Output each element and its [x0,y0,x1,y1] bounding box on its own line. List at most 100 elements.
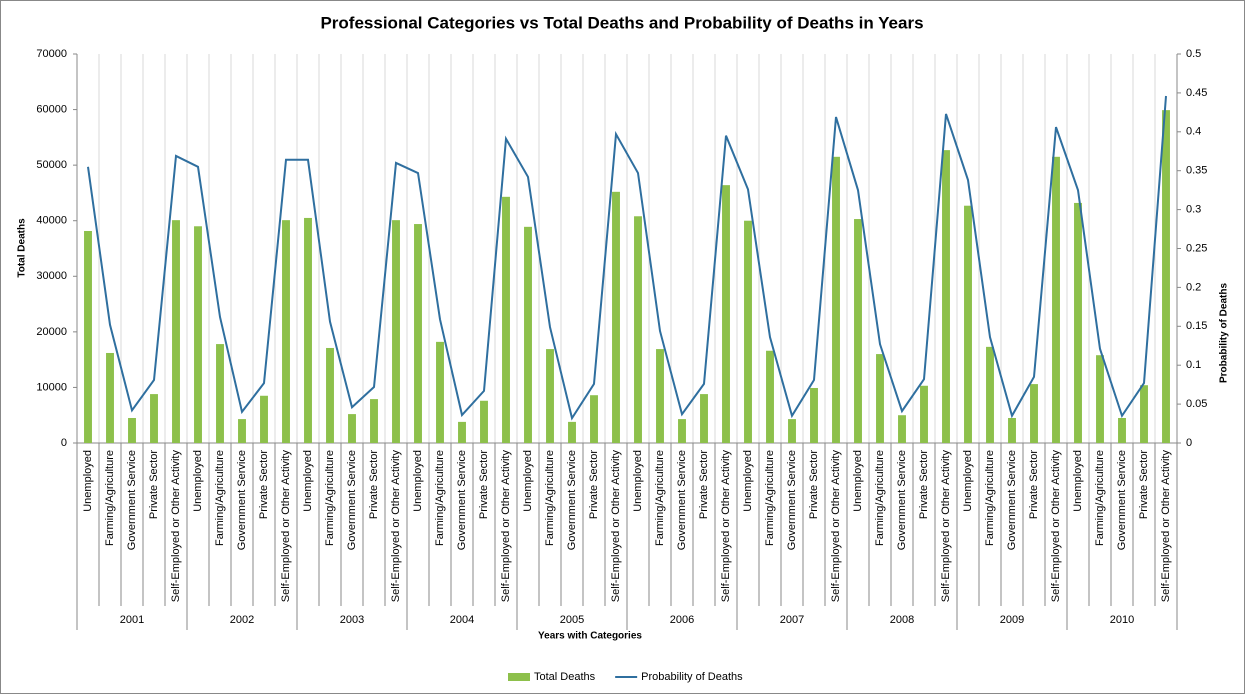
y-tick-label: 50000 [36,159,67,171]
group-label: 2010 [1110,614,1134,626]
x-tick-label: Unemployed [1072,450,1084,512]
x-tick-label: Farming/Agriculture [544,450,556,546]
bar [678,419,686,443]
x-tick-label: Government Service [1116,450,1128,550]
bar [1118,417,1126,443]
x-tick-label: Private Sector [588,450,600,519]
bar [150,394,158,443]
x-tick-label: Government Service [346,450,358,550]
x-tick-label: Government Service [896,450,908,550]
y2-tick-label: 0.5 [1186,48,1201,60]
y2-tick-label: 0.3 [1186,204,1201,216]
x-tick-label: Self-Employed or Other Activity [830,450,842,603]
bar [788,419,796,443]
x-tick-label: Private Sector [808,450,820,519]
group-label: 2004 [450,614,474,626]
y2-tick-label: 0.1 [1186,359,1201,371]
bar [920,385,928,443]
bar [986,346,994,443]
bar [612,191,620,443]
x-tick-label: Farming/Agriculture [654,450,666,546]
group-label: 2003 [340,614,364,626]
y2-tick-label: 0.15 [1186,320,1207,332]
y2-tick-label: 0.45 [1186,87,1207,99]
x-tick-label: Private Sector [148,450,160,519]
x-tick-label: Farming/Agriculture [324,450,336,546]
group-label: 2002 [230,614,254,626]
bar [744,220,752,443]
group-label: 2007 [780,614,804,626]
x-tick-label: Unemployed [302,450,314,512]
x-tick-label: Private Sector [368,450,380,519]
bar [502,196,510,443]
x-tick-label: Government Service [236,450,248,550]
bar [260,395,268,443]
x-tick-label: Self-Employed or Other Activity [500,450,512,603]
bar [1008,417,1016,443]
legend-swatch [508,673,530,681]
x-tick-label: Self-Employed or Other Activity [940,450,952,603]
bar [348,414,356,443]
bar [194,226,202,443]
bar [590,395,598,443]
x-tick-label: Farming/Agriculture [434,450,446,546]
x-tick-label: Unemployed [742,450,754,512]
bar [546,349,554,443]
legend-label: Total Deaths [534,671,596,683]
bar [172,220,180,443]
x-tick-label: Farming/Agriculture [984,450,996,546]
x-tick-label: Government Service [126,450,138,550]
y-tick-label: 60000 [36,103,67,115]
bar [942,150,950,444]
x-axis-title: Years with Categories [538,631,642,642]
bar [810,387,818,443]
y2-axis-title: Probability of Deaths [1219,283,1230,383]
y2-tick-label: 0.2 [1186,281,1201,293]
bar [1096,355,1104,443]
bar [656,349,664,443]
group-label: 2008 [890,614,914,626]
y-tick-label: 0 [61,437,67,449]
bar [282,220,290,443]
x-tick-label: Farming/Agriculture [104,450,116,546]
y-tick-label: 20000 [36,326,67,338]
bar [722,185,730,444]
bar [106,352,114,443]
x-tick-label: Government Service [676,450,688,550]
bar [216,344,224,443]
x-tick-label: Self-Employed or Other Activity [170,450,182,603]
x-tick-label: Private Sector [698,450,710,519]
bar [414,224,422,443]
x-tick-label: Unemployed [632,450,644,512]
x-tick-label: Farming/Agriculture [874,450,886,546]
x-tick-label: Private Sector [918,450,930,519]
bar [1052,156,1060,444]
y-tick-label: 10000 [36,381,67,393]
bar [898,415,906,443]
x-tick-label: Unemployed [852,450,864,512]
chart-title: Professional Categories vs Total Deaths … [320,13,923,32]
group-label: 2005 [560,614,584,626]
group-label: 2006 [670,614,694,626]
bar [84,230,92,443]
x-tick-label: Government Service [456,450,468,550]
bar [238,419,246,443]
bar [876,354,884,443]
bar [1140,385,1148,443]
x-tick-label: Self-Employed or Other Activity [1160,450,1172,603]
y2-tick-label: 0.4 [1186,126,1201,138]
x-tick-label: Government Service [566,450,578,550]
group-label: 2001 [120,614,144,626]
x-tick-label: Unemployed [82,450,94,512]
y2-tick-label: 0.25 [1186,242,1207,254]
y2-tick-label: 0 [1186,437,1192,449]
bar [1074,202,1082,443]
y2-tick-label: 0.35 [1186,165,1207,177]
x-tick-label: Private Sector [258,450,270,519]
x-tick-label: Self-Employed or Other Activity [280,450,292,603]
y-tick-label: 40000 [36,215,67,227]
x-tick-label: Unemployed [962,450,974,512]
x-tick-label: Farming/Agriculture [214,450,226,546]
x-tick-label: Unemployed [412,450,424,512]
